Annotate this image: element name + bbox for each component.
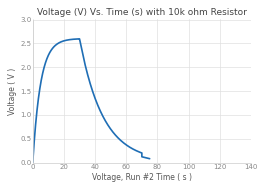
Title: Voltage (V) Vs. Time (s) with 10k ohm Resistor: Voltage (V) Vs. Time (s) with 10k ohm Re…: [37, 8, 247, 17]
Y-axis label: Voltage ( V ): Voltage ( V ): [8, 67, 17, 115]
X-axis label: Voltage, Run #2 Time ( s ): Voltage, Run #2 Time ( s ): [92, 173, 192, 182]
